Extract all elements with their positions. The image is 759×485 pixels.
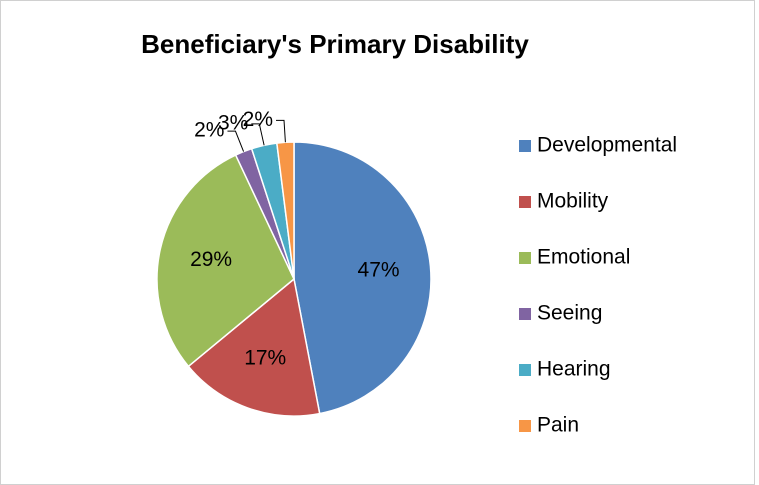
pie-slice: [187, 277, 321, 417]
legend-swatch: [519, 420, 531, 432]
legend-swatch: [519, 308, 531, 320]
data-label: 3%: [218, 111, 248, 134]
legend-swatch: [519, 252, 531, 264]
legend-swatch: [519, 364, 531, 376]
legend-label: Developmental: [537, 134, 677, 157]
data-label: 47%: [358, 259, 400, 282]
legend-label: Emotional: [537, 246, 630, 269]
data-label: 29%: [190, 248, 232, 271]
leader-line: [276, 119, 286, 143]
legend-label: Mobility: [537, 190, 609, 213]
chart-title: Beneficiary's Primary Disability: [141, 29, 529, 59]
data-label: 2%: [194, 119, 224, 142]
leader-line: [251, 123, 265, 146]
legend-swatch: [519, 140, 531, 152]
data-label: 17%: [244, 346, 286, 369]
legend-label: Hearing: [537, 358, 611, 381]
legend-swatch: [519, 196, 531, 208]
leader-line: [227, 130, 245, 152]
legend-label: Seeing: [537, 302, 602, 325]
data-label: 2%: [243, 108, 273, 131]
legend-label: Pain: [537, 414, 579, 437]
pie-slice: [293, 141, 432, 415]
